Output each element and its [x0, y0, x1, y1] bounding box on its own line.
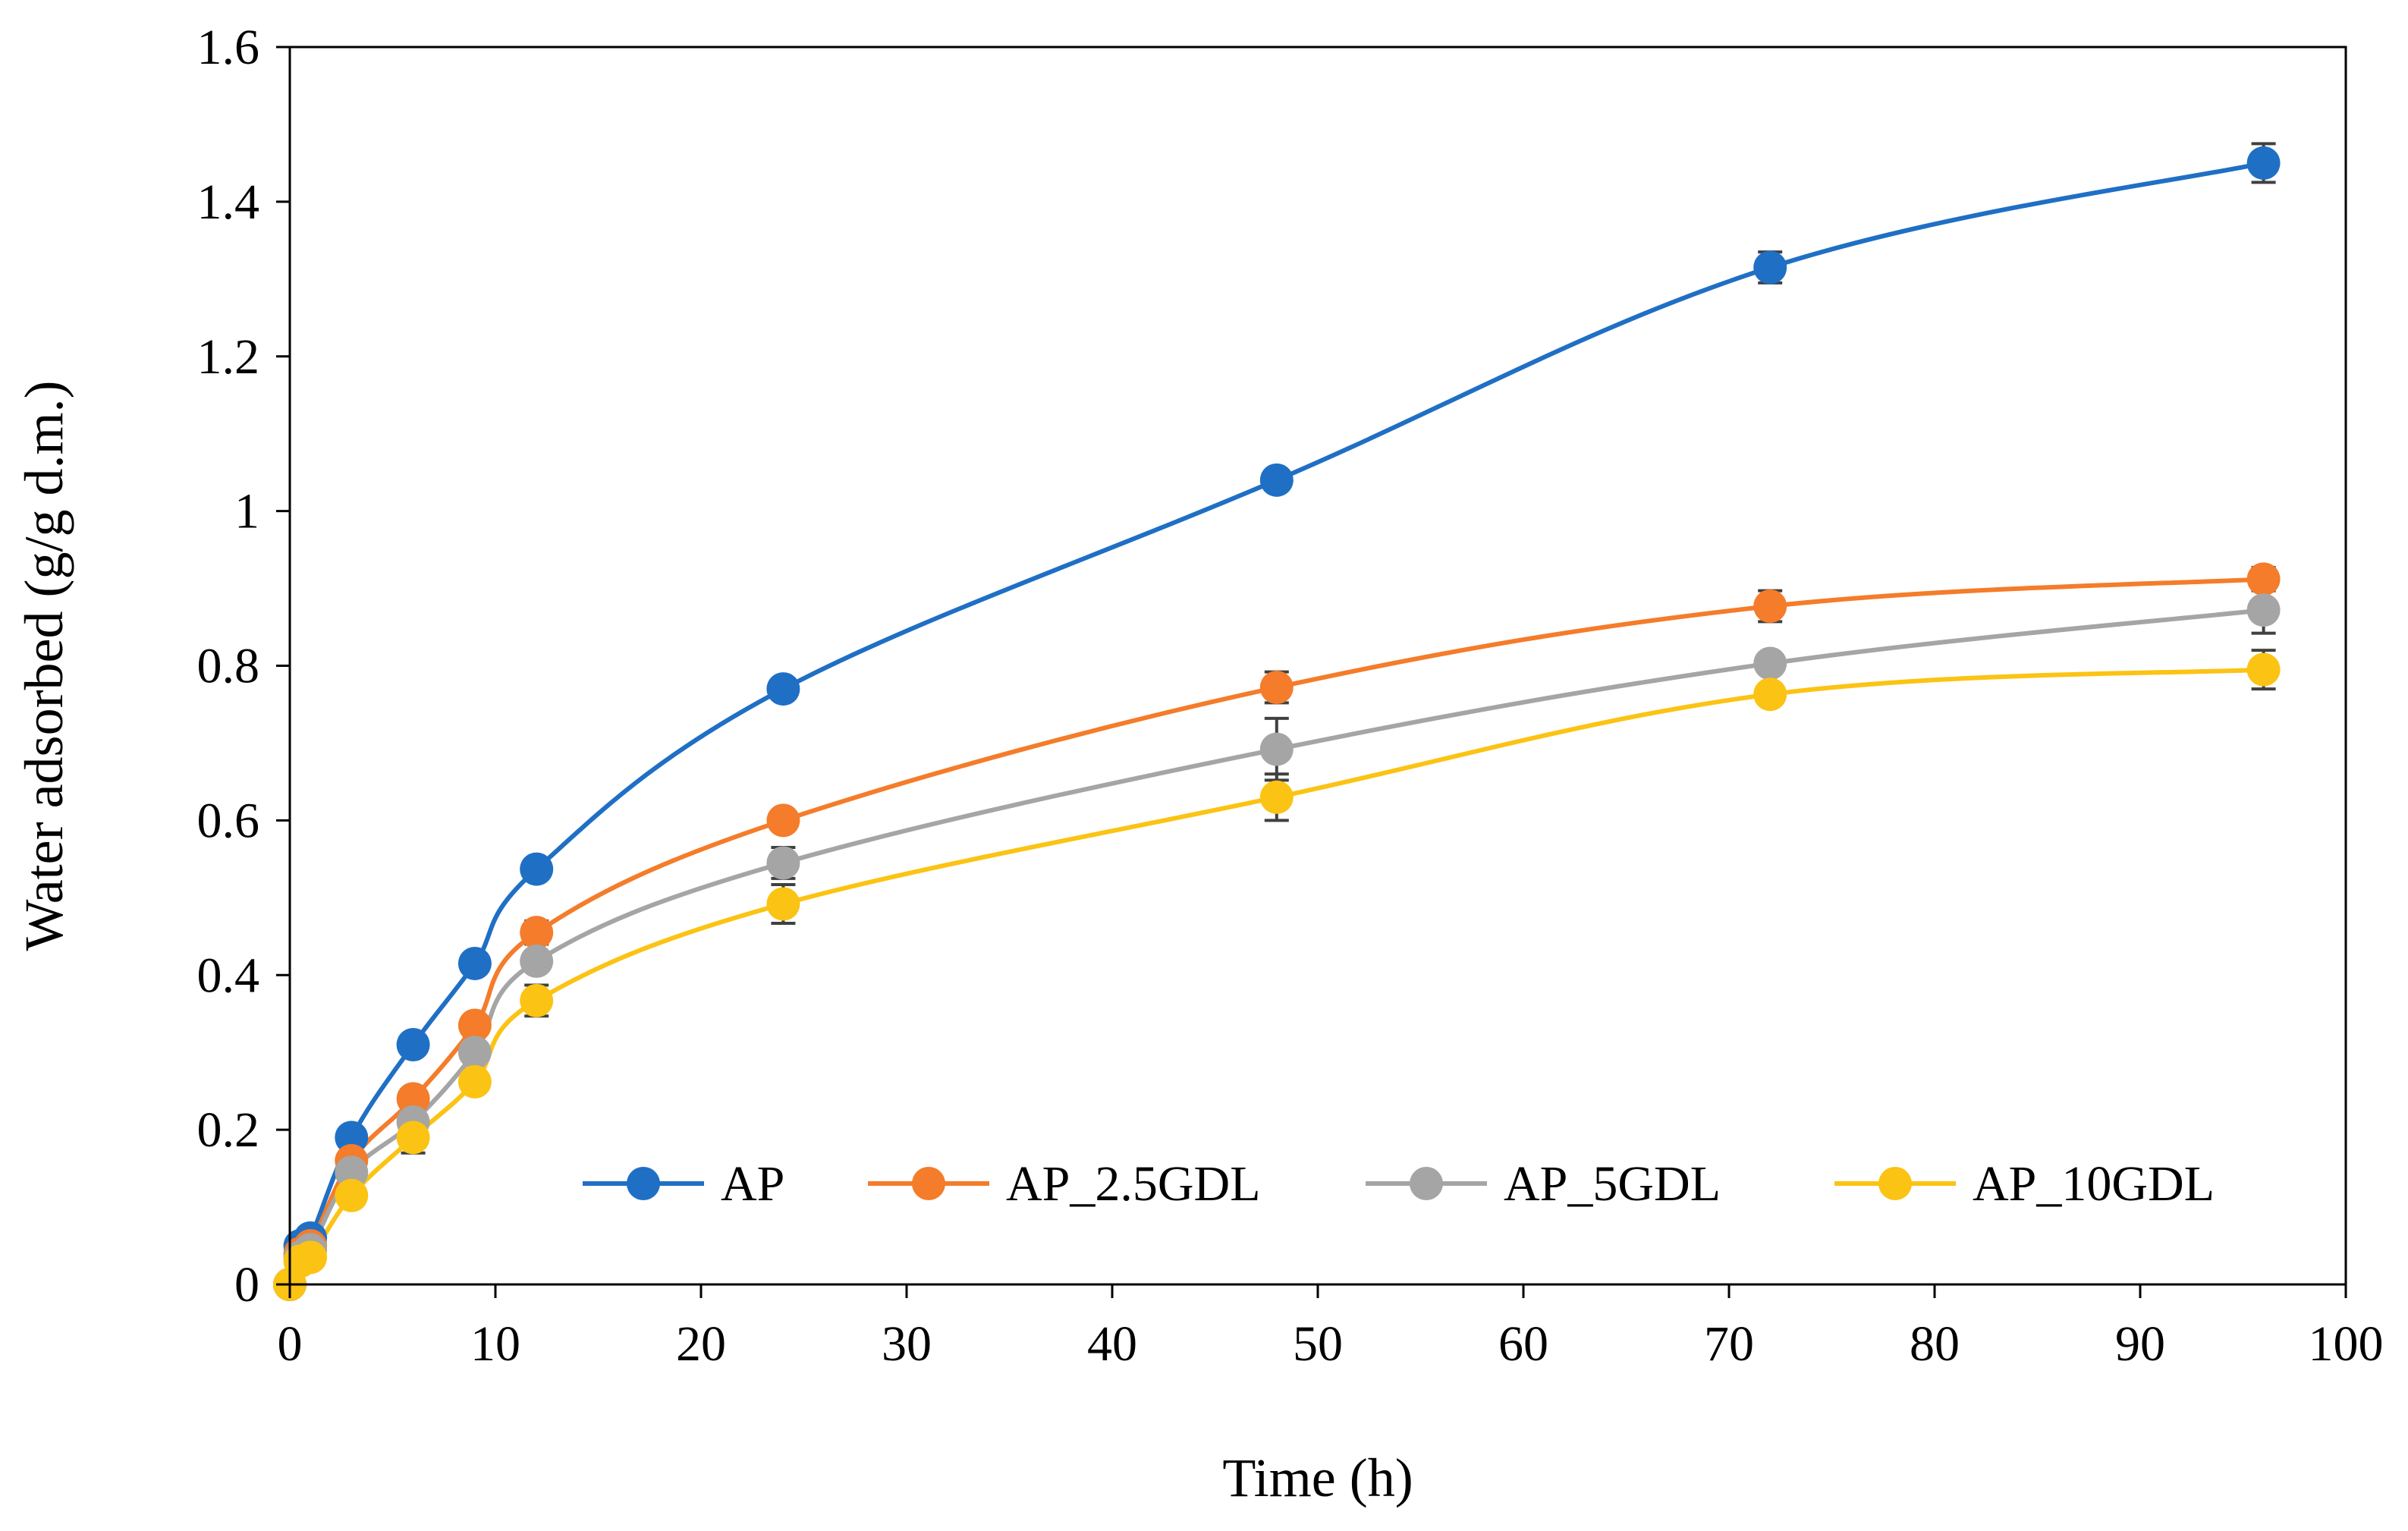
data-point-ap-10gdl: [457, 1064, 492, 1099]
legend-item-ap-10gdl: AP_10GDL: [1834, 1156, 2215, 1212]
x-tick-label: 0: [278, 1316, 303, 1372]
legend-label-ap-10gdl: AP_10GDL: [1973, 1156, 2215, 1212]
data-point-ap-5gdl: [457, 1036, 492, 1070]
data-point-ap-10gdl: [396, 1121, 430, 1155]
y-tick-label: 0.2: [197, 1102, 260, 1158]
x-tick-label: 30: [882, 1316, 932, 1372]
data-point-ap-2-5gdl: [396, 1082, 430, 1116]
data-point-ap: [1259, 463, 1294, 497]
x-tick-label: 70: [1704, 1316, 1754, 1372]
x-tick-label: 60: [1498, 1316, 1548, 1372]
legend-item-ap-5gdl: AP_5GDL: [1366, 1156, 1721, 1212]
data-point-ap-10gdl: [520, 983, 554, 1017]
data-point-ap-10gdl: [335, 1178, 369, 1212]
x-tick-label: 80: [1910, 1316, 1960, 1372]
data-point-ap: [335, 1121, 369, 1155]
data-point-ap-10gdl: [766, 887, 800, 921]
data-point-ap-2-5gdl: [520, 916, 554, 950]
data-point-ap-5gdl: [766, 846, 800, 880]
y-tick-label: 1.4: [197, 174, 260, 230]
legend-marker-ap-5gdl: [1410, 1167, 1443, 1200]
legend-label-ap-5gdl: AP_5GDL: [1504, 1156, 1721, 1212]
x-tick-label: 40: [1087, 1316, 1137, 1372]
legend-marker-ap-2-5gdl: [912, 1167, 945, 1200]
y-tick-label: 0.4: [197, 948, 260, 1003]
x-tick-label: 100: [2309, 1316, 2384, 1372]
legend-marker-ap: [627, 1167, 660, 1200]
data-point-ap-5gdl: [1259, 732, 1294, 766]
data-point-ap: [520, 852, 554, 886]
data-point-ap-10gdl: [1753, 677, 1787, 712]
x-axis-ticks: 0 10 20 30 40 50 60 70 80 90 100: [278, 1284, 2384, 1372]
series-markers: [273, 146, 2281, 1301]
data-point-ap: [2246, 146, 2281, 180]
y-tick-label: 0: [234, 1257, 259, 1313]
data-point-ap-5gdl: [2246, 593, 2281, 627]
y-tick-label: 1.2: [197, 329, 260, 385]
data-point-ap: [766, 672, 800, 706]
data-point-ap-5gdl: [1753, 646, 1787, 681]
legend: AP AP_2.5GDL AP_5GDL AP_10GDL: [583, 1156, 2215, 1212]
x-tick-label: 20: [676, 1316, 726, 1372]
data-point-ap-2-5gdl: [2246, 562, 2281, 596]
legend-marker-ap-10gdl: [1878, 1167, 1912, 1200]
legend-label-ap-2-5gdl: AP_2.5GDL: [1006, 1156, 1261, 1212]
legend-label-ap: AP: [721, 1156, 784, 1212]
data-point-ap: [1753, 250, 1787, 285]
data-point-ap-10gdl: [1259, 780, 1294, 814]
y-axis-title: Water adsorbed (g/g d.m.): [14, 381, 74, 951]
data-point-ap: [457, 946, 492, 980]
y-tick-label: 1: [234, 484, 259, 539]
x-tick-label: 10: [470, 1316, 520, 1372]
legend-item-ap-2-5gdl: AP_2.5GDL: [868, 1156, 1261, 1212]
data-point-ap-2-5gdl: [457, 1008, 492, 1042]
data-point-ap-5gdl: [520, 944, 554, 978]
data-point-ap-2-5gdl: [1259, 671, 1294, 705]
legend-item-ap: AP: [583, 1156, 784, 1212]
x-tick-label: 50: [1293, 1316, 1343, 1372]
y-tick-label: 1.6: [197, 20, 260, 75]
data-point-ap-10gdl: [2246, 652, 2281, 687]
y-axis-ticks: 0 0.2 0.4 0.6 0.8 1 1.2 1.4 1.6: [197, 20, 290, 1313]
data-point-ap-2-5gdl: [1753, 589, 1787, 624]
data-point-ap-5gdl: [335, 1155, 369, 1190]
x-axis-title: Time (h): [1222, 1448, 1413, 1508]
x-tick-label: 90: [2115, 1316, 2165, 1372]
data-point-ap: [396, 1027, 430, 1061]
data-point-ap-10gdl: [294, 1240, 328, 1275]
y-tick-label: 0.8: [197, 639, 260, 694]
data-point-ap-2-5gdl: [766, 803, 800, 838]
y-tick-label: 0.6: [197, 793, 260, 848]
